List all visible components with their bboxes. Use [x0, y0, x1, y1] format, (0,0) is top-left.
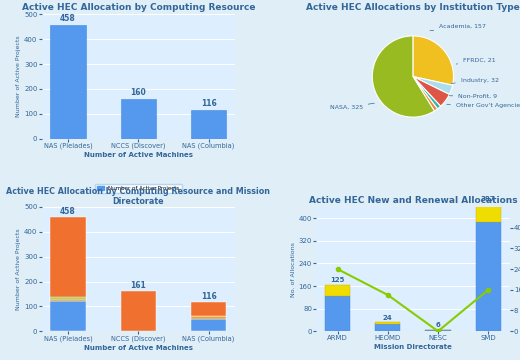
- Text: 125: 125: [330, 277, 345, 283]
- Y-axis label: Number of Active Projects: Number of Active Projects: [16, 228, 21, 310]
- Bar: [375, 324, 400, 331]
- Text: 160: 160: [131, 89, 146, 98]
- X-axis label: Mission Directorate: Mission Directorate: [374, 344, 452, 350]
- Wedge shape: [413, 77, 440, 109]
- Text: NASA, 325: NASA, 325: [330, 103, 374, 110]
- Y-axis label: No. of Allocations: No. of Allocations: [291, 242, 296, 297]
- Wedge shape: [372, 36, 434, 117]
- Y-axis label: Number of Active Projects: Number of Active Projects: [16, 36, 21, 117]
- Bar: [50, 297, 86, 299]
- Title: Active HEC Allocations by Institution Type: Active HEC Allocations by Institution Ty…: [306, 3, 520, 12]
- Text: 24: 24: [383, 315, 393, 321]
- Text: Academia, 157: Academia, 157: [430, 24, 486, 31]
- Bar: [121, 291, 156, 331]
- Bar: [191, 302, 226, 316]
- X-axis label: Number of Active Machines: Number of Active Machines: [84, 152, 193, 158]
- Text: 116: 116: [201, 99, 216, 108]
- Bar: [476, 222, 501, 331]
- Title: Active HEC Allocation by Computing Resource: Active HEC Allocation by Computing Resou…: [21, 3, 255, 12]
- Text: Other Gov't Agencies, 8: Other Gov't Agencies, 8: [447, 103, 520, 108]
- Text: 161: 161: [131, 281, 146, 290]
- Wedge shape: [413, 77, 437, 111]
- Wedge shape: [413, 36, 453, 85]
- Bar: [50, 25, 86, 139]
- Bar: [375, 322, 400, 324]
- Bar: [50, 299, 86, 301]
- Legend: Number of Active Projects: Number of Active Projects: [95, 184, 181, 193]
- Wedge shape: [413, 77, 449, 106]
- Bar: [325, 285, 350, 296]
- Text: 387: 387: [481, 196, 496, 202]
- X-axis label: Number of Active Machines: Number of Active Machines: [84, 345, 193, 351]
- Title: Active HEC Allocation by Computing Resource and Mission
Directorate: Active HEC Allocation by Computing Resou…: [6, 187, 270, 206]
- Bar: [50, 301, 86, 331]
- Text: 458: 458: [60, 207, 76, 216]
- Wedge shape: [413, 77, 452, 94]
- Text: 6: 6: [436, 322, 440, 328]
- Text: Non-Profit, 9: Non-Profit, 9: [449, 94, 498, 99]
- Bar: [476, 203, 501, 222]
- Bar: [325, 296, 350, 331]
- Text: Industry, 32: Industry, 32: [451, 78, 499, 84]
- Bar: [425, 329, 450, 331]
- Bar: [191, 110, 226, 139]
- Text: 116: 116: [201, 292, 216, 301]
- Bar: [191, 316, 226, 319]
- Bar: [50, 217, 86, 297]
- Text: FFRDC, 21: FFRDC, 21: [456, 57, 496, 64]
- Bar: [121, 99, 156, 139]
- Title: Active HEC New and Renewal Allocations: Active HEC New and Renewal Allocations: [308, 196, 517, 205]
- Text: 458: 458: [60, 14, 76, 23]
- Bar: [191, 319, 226, 331]
